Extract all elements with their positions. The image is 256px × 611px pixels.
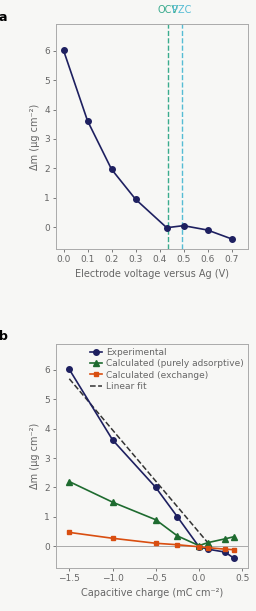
X-axis label: Electrode voltage versus Ag (V): Electrode voltage versus Ag (V) [75, 269, 229, 279]
Text: PZC: PZC [172, 5, 191, 15]
X-axis label: Capacitive charge (mC cm⁻²): Capacitive charge (mC cm⁻²) [81, 588, 223, 598]
Text: b: b [0, 330, 8, 343]
Y-axis label: Δm (μg cm⁻²): Δm (μg cm⁻²) [30, 423, 40, 489]
Text: a: a [0, 11, 7, 24]
Text: OCV: OCV [157, 5, 178, 15]
Y-axis label: Δm (μg cm⁻²): Δm (μg cm⁻²) [30, 104, 40, 170]
Legend: Experimental, Calculated (purely adsorptive), Calculated (exchange), Linear fit: Experimental, Calculated (purely adsorpt… [88, 346, 246, 393]
